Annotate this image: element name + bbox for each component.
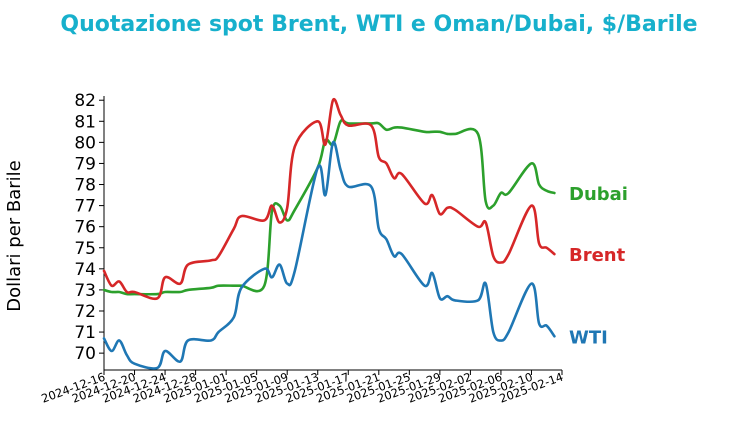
y-tick-label: 74 (74, 260, 96, 280)
chart-title: Quotazione spot Brent, WTI e Oman/Dubai,… (60, 12, 698, 37)
series-label-brent: Brent (569, 245, 626, 266)
series-labels: Dubai Brent WTI (569, 184, 628, 348)
y-tick-label: 79 (74, 154, 96, 174)
y-tick-label: 77 (74, 197, 96, 217)
y-tick-label: 70 (74, 344, 96, 364)
x-axis: 2024-12-162024-12-202024-12-242024-12-28… (39, 369, 565, 406)
y-tick-label: 82 (74, 91, 96, 111)
y-tick-label: 72 (74, 302, 96, 322)
y-tick-label: 80 (74, 133, 96, 153)
y-tick-label: 73 (74, 281, 96, 301)
y-axis-label: Dollari per Barile (4, 160, 25, 312)
series-line-brent (102, 97, 556, 301)
y-tick-label: 81 (74, 112, 96, 132)
series-lines (102, 97, 556, 370)
series-label-dubai: Dubai (569, 184, 628, 205)
series-label-wti: WTI (569, 327, 608, 348)
y-tick-label: 78 (74, 176, 96, 196)
y-tick-label: 71 (74, 323, 96, 343)
y-tick-label: 76 (74, 218, 96, 238)
y-tick-label: 75 (74, 239, 96, 259)
series-line-dubai (102, 118, 556, 296)
series-line-wti (102, 140, 556, 370)
